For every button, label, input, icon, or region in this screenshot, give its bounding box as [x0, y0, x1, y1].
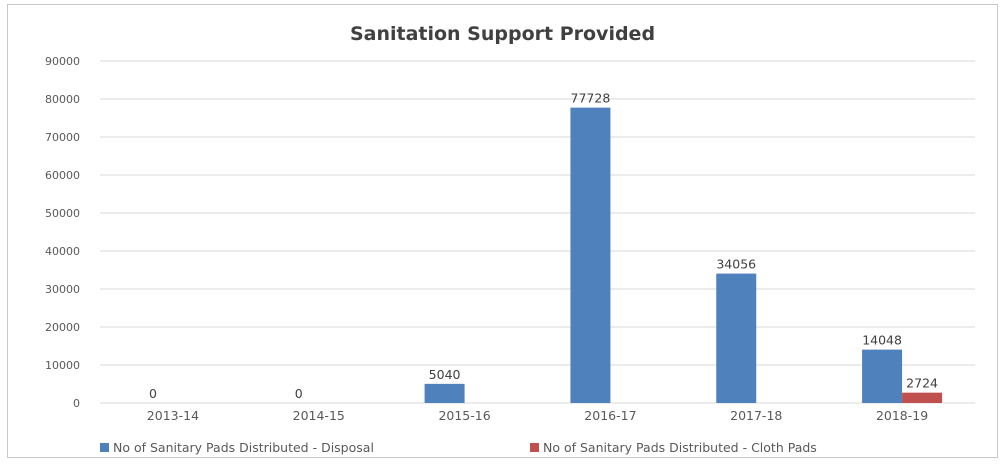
legend-item-cloth-pads: No of Sanitary Pads Distributed - Cloth …	[530, 440, 817, 455]
bar	[862, 349, 903, 403]
legend-label-disposal: No of Sanitary Pads Distributed - Dispos…	[113, 440, 374, 455]
legend-label-cloth-pads: No of Sanitary Pads Distributed - Cloth …	[543, 440, 817, 455]
y-tick-label: 70000	[45, 131, 80, 144]
y-tick-label: 80000	[45, 93, 80, 106]
y-tick-label: 10000	[45, 359, 80, 372]
legend-swatch-disposal	[100, 443, 109, 452]
x-tick-label: 2015-16	[438, 408, 490, 423]
legend-swatch-cloth-pads	[530, 443, 539, 452]
data-label: 5040	[429, 367, 461, 382]
chart-title: Sanitation Support Provided	[349, 23, 656, 45]
x-tick-label: 2016-17	[584, 408, 636, 423]
y-tick-label: 20000	[45, 321, 80, 334]
y-tick-label: 30000	[45, 283, 80, 296]
data-label: 14048	[862, 333, 902, 348]
data-label: 0	[295, 386, 303, 401]
y-tick-label: 40000	[45, 245, 80, 258]
y-tick-label: 60000	[45, 169, 80, 182]
y-tick-label: 0	[73, 397, 80, 410]
y-tick-label: 50000	[45, 207, 80, 220]
x-tick-label: 2013-14	[147, 408, 199, 423]
y-tick-label: 90000	[45, 55, 80, 68]
x-tick-label: 2017-18	[730, 408, 782, 423]
bar	[424, 383, 465, 403]
data-label: 77728	[571, 91, 611, 106]
legend-item-disposal: No of Sanitary Pads Distributed - Dispos…	[100, 440, 374, 455]
x-tick-label: 2018-19	[876, 408, 928, 423]
data-label: 34056	[716, 257, 756, 272]
bar	[716, 273, 757, 403]
data-label: 0	[149, 386, 157, 401]
data-label: 2724	[906, 376, 938, 391]
x-tick-label: 2014-15	[293, 408, 345, 423]
chart-frame: Sanitation Support Provided	[7, 4, 998, 458]
bar	[902, 392, 943, 403]
bar	[570, 107, 611, 403]
